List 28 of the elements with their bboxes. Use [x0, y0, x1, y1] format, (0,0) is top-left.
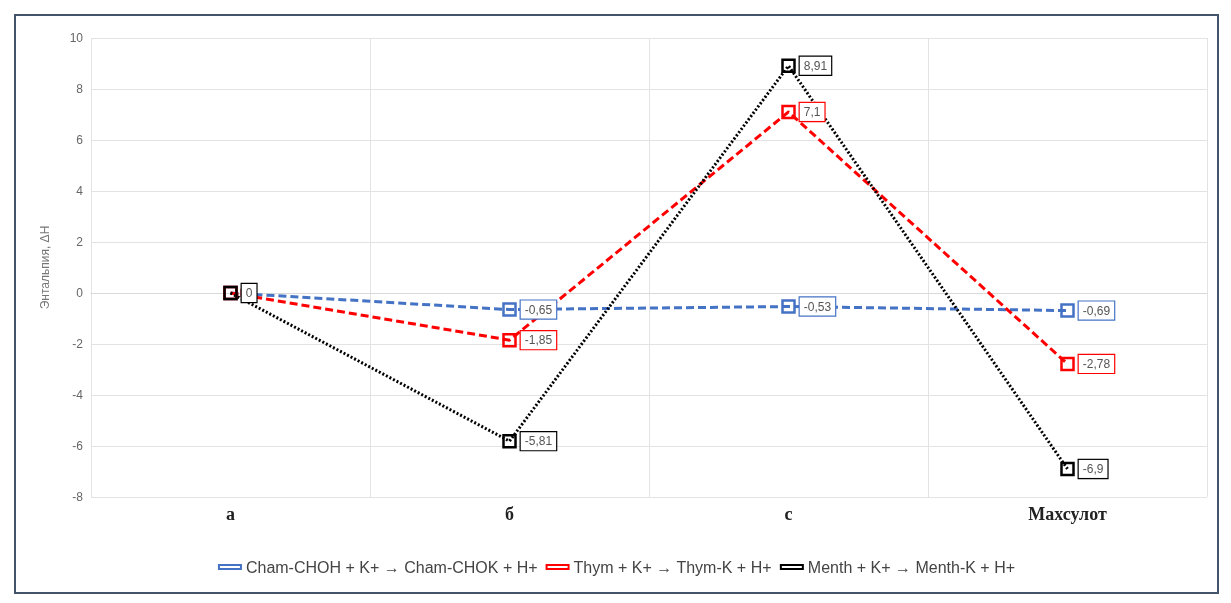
y-tick-label: -2	[72, 337, 84, 351]
y-tick-label: -6	[72, 439, 84, 453]
y-tick-label: -4	[72, 388, 84, 402]
y-tick-label: 4	[76, 184, 84, 198]
legend-label: Thym + K+ → Thym-K + H+	[573, 558, 772, 576]
x-tick-label: а	[226, 504, 235, 524]
y-tick-label: 6	[76, 133, 84, 147]
y-tick-label: 8	[76, 82, 84, 96]
data-label: -2,78	[1082, 356, 1111, 371]
data-label: -5,81	[524, 434, 553, 449]
x-tick-label: Махсулот	[1028, 504, 1107, 524]
data-label: -0,65	[524, 302, 553, 317]
data-label: -6,9	[1082, 461, 1104, 476]
y-tick-label: -8	[72, 490, 84, 504]
x-tick-label: с	[784, 504, 793, 524]
data-label: 8,91	[803, 58, 828, 73]
data-label: 7,1	[803, 104, 821, 119]
data-label: -0,53	[803, 299, 832, 314]
data-label: 0	[245, 286, 253, 300]
legend-label: Menth + K+ → Menth-K + H+	[807, 558, 1016, 576]
legend-label: Cham-CHOH + K+ → Cham-CHOK + H+	[245, 558, 538, 576]
y-tick-label: 2	[76, 235, 84, 249]
y-axis-title: Энтальпия, ΔН	[38, 225, 52, 310]
data-label: -0,69	[1082, 303, 1111, 318]
data-label: -1,85	[524, 333, 553, 348]
y-tick-label: 10	[69, 31, 84, 45]
y-tick-label: 0	[76, 286, 84, 300]
x-tick-label: б	[505, 504, 514, 524]
